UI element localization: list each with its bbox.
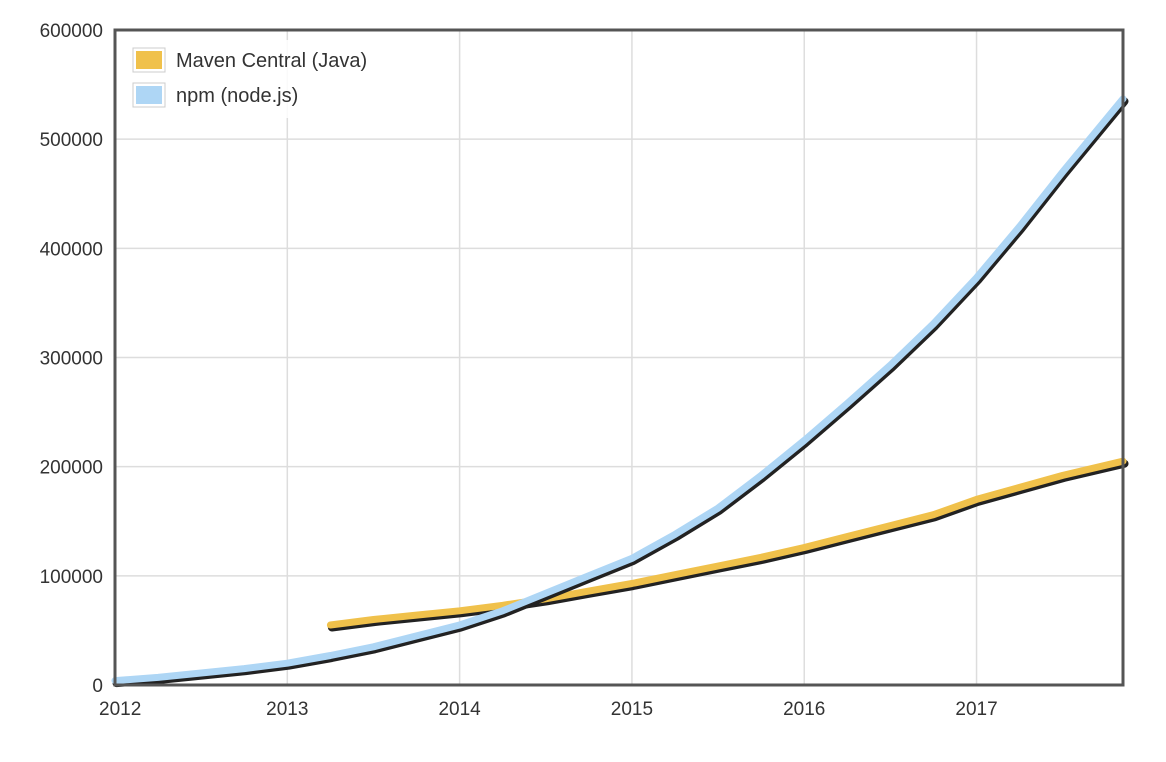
y-tick-label: 600000: [40, 21, 103, 42]
x-tick-label: 2012: [99, 699, 141, 720]
grid-lines: [114, 29, 1123, 686]
x-tick-label: 2015: [611, 699, 653, 720]
legend-swatch: [136, 51, 162, 69]
plot-frame: [113, 28, 1125, 687]
series-lines: [111, 95, 1129, 688]
y-tick-label: 100000: [40, 567, 103, 588]
x-tick-label: 2013: [266, 699, 308, 720]
legend-label: npm (node.js): [176, 85, 298, 107]
legend-background: [124, 40, 414, 118]
y-tick-label: 500000: [40, 130, 103, 151]
legend: Maven Central (Java) npm (node.js): [124, 40, 414, 118]
x-tick-label: 2017: [955, 699, 997, 720]
legend-label: Maven Central (Java): [176, 50, 367, 72]
y-tick-label: 400000: [40, 239, 103, 260]
y-axis-tick-labels: 0 100000 200000 300000 400000 500000 600000: [40, 21, 103, 697]
series-1-shadow: [112, 97, 1129, 688]
series-0-line: [326, 457, 1127, 629]
x-tick-label: 2016: [783, 699, 825, 720]
series-1-line: [111, 95, 1127, 685]
y-tick-label: 0: [92, 676, 103, 697]
y-tick-label: 300000: [40, 349, 103, 370]
y-tick-label: 200000: [40, 458, 103, 479]
legend-swatch: [136, 86, 162, 104]
x-tick-label: 2014: [438, 699, 481, 720]
x-axis-tick-labels: 2012 2013 2014 2015 2016 2017: [99, 699, 998, 720]
